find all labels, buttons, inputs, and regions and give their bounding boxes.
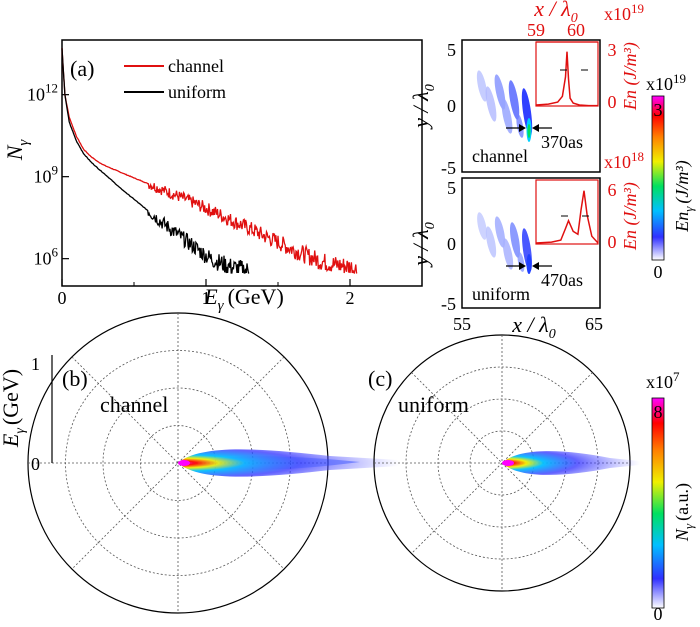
panel-c-inner-label: uniform xyxy=(398,392,469,417)
heatmap-uniform-ylabel: y / λ0 xyxy=(408,222,438,267)
heatmap-channel-label: channel xyxy=(472,146,528,166)
colorbar-energy-label: Enγ(J/m³) xyxy=(672,160,696,233)
panel-a-ylabel: Nγ xyxy=(2,139,32,162)
polar-b-streak xyxy=(190,456,360,470)
inset-channel-xlabel: x / λ0 xyxy=(533,0,577,26)
inset-channel-ytick-0: 0 xyxy=(608,92,617,112)
panel-c: (c) uniform x107 8 0 Nγ(a.u.) xyxy=(368,334,696,624)
uniform-duration-label: 470as xyxy=(541,270,583,290)
panel-a-xtick-label: 2 xyxy=(346,288,355,308)
legend-label-channel: channel xyxy=(168,56,224,76)
inset-uniform-ytick-0: 0 xyxy=(608,232,617,252)
panel-a-frame xyxy=(61,39,423,287)
uniform-arrow-left-head xyxy=(519,262,526,270)
heatmap-uniform-xlabel: x / λ0 xyxy=(511,312,555,342)
panel-b-rtick-0: 0 xyxy=(31,454,40,474)
colorbar-energy-scale: x1019 xyxy=(646,71,686,94)
panel-c-label: (c) xyxy=(368,366,392,391)
heatmap-uniform: uniform 5 0 -5 y / λ0 55 65 x / λ0 6 0 x… xyxy=(408,71,696,342)
heatmap-channel-ytick-m5: -5 xyxy=(441,158,456,178)
panel-a-xlabel: Eγ (GeV) xyxy=(203,284,284,314)
panel-b-ylabel: Eγ(GeV) xyxy=(0,369,28,448)
colorbar-count-tick-max: 8 xyxy=(654,402,663,422)
colorbar-count-label: Nγ(a.u.) xyxy=(672,483,696,542)
inset-channel-xtick-60: 60 xyxy=(567,20,585,40)
legend-label-uniform: uniform xyxy=(168,82,226,102)
colorbar-count-tick-min: 0 xyxy=(654,604,663,624)
heatmap-uniform-xtick-65: 65 xyxy=(585,314,603,334)
channel-duration-label: 370as xyxy=(541,132,583,152)
panel-b-rtick-1: 1 xyxy=(31,354,40,374)
polar-c-beam xyxy=(502,451,640,475)
inset-channel-xtick-59: 59 xyxy=(527,20,545,40)
series-line-uniform xyxy=(61,48,250,274)
colorbar-count-scale: x107 xyxy=(646,369,680,392)
inset-channel-ylabel: En (J/m³) xyxy=(620,42,641,111)
panel-a-ytick-label: 1012 xyxy=(27,81,58,105)
inset-uniform-frame xyxy=(535,179,599,245)
heatmap-uniform-label: uniform xyxy=(472,284,530,304)
heatmap-channel-ytick-0: 0 xyxy=(447,96,456,116)
heatmap-channel-ylabel: y / λ0 xyxy=(408,84,438,129)
panel-a-series xyxy=(61,48,358,275)
channel-arrow-right-head xyxy=(532,124,539,132)
panel-a-label: (a) xyxy=(70,56,94,81)
panel-a-xtick-label: 0 xyxy=(58,288,67,308)
uniform-arrow-right-head xyxy=(532,262,539,270)
series-line-channel xyxy=(61,48,358,275)
inset-uniform-line xyxy=(535,190,599,244)
colorbar-count xyxy=(651,397,665,609)
heatmap-uniform-xtick-55: 55 xyxy=(453,314,471,334)
panel-a-ticks: 0 1 2 1012 109 106 xyxy=(27,81,355,308)
heatmap-uniform-ytick-5: 5 xyxy=(447,178,456,198)
inset-uniform-scale: x1018 xyxy=(604,149,644,172)
inset-channel-ytick-3: 3 xyxy=(608,40,617,60)
panel-a-xtick-label: 1 xyxy=(202,288,211,308)
panel-a: 0 1 2 1012 109 106 (a) channel uniform Nγ Eγ(… xyxy=(2,39,423,314)
polar-c-core xyxy=(502,460,514,466)
panel-a-ytick-label: 106 xyxy=(34,245,59,269)
panel-b-inner-label: channel xyxy=(100,392,168,417)
polar-spoke xyxy=(411,372,593,554)
inset-uniform-ytick-6: 6 xyxy=(608,180,617,200)
panel-b-label: (b) xyxy=(62,366,88,391)
heatmap-uniform-ytick-m5: -5 xyxy=(441,294,456,314)
panel-b: (b) channel 1 0 Eγ(GeV) xyxy=(0,312,400,614)
panel-a-ytick-label: 109 xyxy=(34,163,59,187)
inset-channel-frame xyxy=(535,41,599,107)
inset-channel-line xyxy=(535,51,598,107)
channel-arrow-left-head xyxy=(519,124,526,132)
inset-uniform-ylabel: En (J/m³) xyxy=(620,182,641,251)
heatmap-uniform-ytick-0: 0 xyxy=(447,234,456,254)
inset-channel-scale: x1019 xyxy=(604,1,644,24)
heatmap-channel-ytick-5: 5 xyxy=(447,40,456,60)
colorbar-energy-tick-max: 3 xyxy=(654,100,663,120)
heatmap-channel: channel 5 0 -5 y / λ0 59 60 x / λ0 3 0 x… xyxy=(408,0,644,178)
polar-b-core xyxy=(178,460,190,466)
colorbar-energy xyxy=(651,95,665,261)
colorbar-energy-tick-min: 0 xyxy=(654,262,663,282)
